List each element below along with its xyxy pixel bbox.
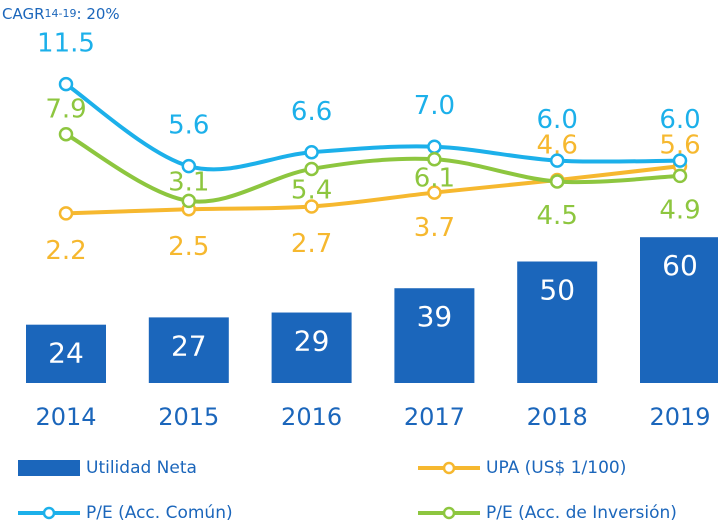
bar [148,317,229,383]
x-tick-label: 2019 [649,403,710,431]
line-marker [181,193,197,209]
line-marker [304,161,319,177]
x-tick-label: 2016 [281,403,342,431]
line-marker [181,158,197,174]
bar [640,237,718,383]
legend-label: P/E (Acc. Común) [86,503,233,523]
line [64,82,681,172]
line-marker [304,145,319,160]
line-marker [672,153,688,168]
line-marker [549,174,565,189]
line-marker [549,153,565,168]
line-value-label: 2.7 [291,229,332,259]
line-value-label: 3.1 [168,167,209,197]
legend-label: Utilidad Neta [86,458,197,478]
line-marker [58,76,74,92]
line-marker [304,199,319,214]
line-value-label: 6.1 [414,164,455,194]
legend-swatch [18,460,80,476]
line-value-label: 2.5 [168,232,209,262]
line-marker [427,151,442,167]
line-marker [427,139,442,154]
x-tick-label: 2014 [35,403,96,431]
line-value-label: 6.0 [537,105,578,135]
bar-value-label: 24 [48,337,84,370]
chart-title: CAGR14-19: 20% [2,5,120,23]
legend-swatch-marker [442,461,456,475]
line-value-label: 5.6 [168,111,209,141]
bar [394,288,475,383]
x-tick-label: 2018 [527,403,588,431]
line-value-label: 7.0 [414,91,455,121]
legend-swatch-marker [42,506,56,520]
legend-label: UPA (US$ 1/100) [486,458,626,478]
bar-value-label: 27 [171,329,207,362]
title-suffix: : 20% [77,5,120,23]
line-value-label: 4.9 [659,195,700,225]
line [65,164,681,216]
line-value-label: 3.7 [414,213,455,243]
line-marker [672,168,688,184]
bar-value-label: 39 [417,300,453,333]
bar [26,324,106,383]
line-value-label: 6.0 [659,105,700,135]
line-value-label: 7.9 [45,95,86,125]
line-marker [58,126,74,142]
line-value-label: 4.6 [537,131,578,161]
line-value-label: 2.2 [45,236,86,266]
line-value-label: 5.6 [659,131,700,161]
legend-label: P/E (Acc. de Inversión) [486,503,677,523]
bar [271,312,352,383]
line-value-label: 11.5 [37,29,95,59]
line-marker [427,185,442,200]
x-tick-label: 2015 [158,403,219,431]
line-marker [58,206,74,221]
title-prefix: CAGR [2,5,45,23]
legend-swatch-marker [442,506,456,520]
bar [517,261,598,383]
bar-value-label: 50 [539,274,575,307]
bar-value-label: 60 [662,249,698,282]
bar-value-label: 29 [294,325,330,358]
x-tick-label: 2017 [404,403,465,431]
line-value-label: 6.6 [291,97,332,127]
title-sub: 14-19 [45,7,77,20]
line-value-label: 4.5 [537,201,578,231]
line-value-label: 5.4 [291,175,332,205]
line [65,132,681,204]
